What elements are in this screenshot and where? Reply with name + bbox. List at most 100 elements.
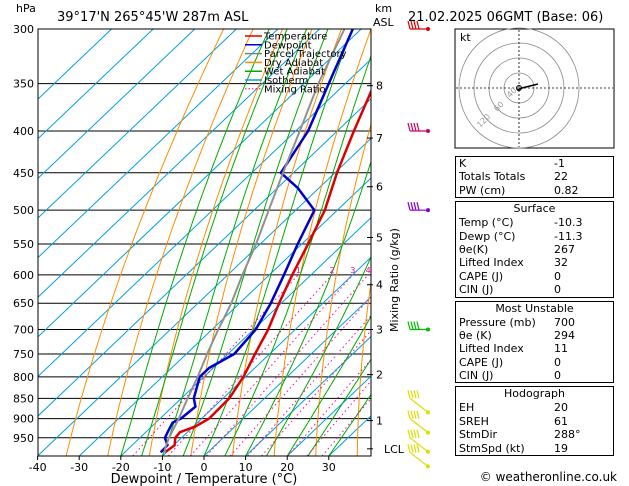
index-row: Lifted Index 32 xyxy=(456,256,613,269)
index-value: 294 xyxy=(554,328,575,342)
mixing-ratio-label: 3 xyxy=(350,266,355,275)
wet-adiabat-line xyxy=(265,255,371,456)
wet-adiabat-line xyxy=(141,29,288,456)
isotherm-line xyxy=(38,58,371,378)
index-value: 22 xyxy=(554,170,568,184)
km-tick-label: 8 xyxy=(376,80,383,93)
index-row: θe(K) 267 xyxy=(456,243,613,256)
asl-label: ASL xyxy=(373,16,395,29)
index-row: StmSpd (kt) 19 xyxy=(456,442,613,455)
index-label: θe(K) xyxy=(459,242,489,256)
mixing-ratio-label: 4 xyxy=(366,266,371,275)
wind-barb xyxy=(407,444,430,469)
isotherm-line xyxy=(38,98,371,417)
most-unstable-title: Most Unstable xyxy=(495,301,574,315)
x-tick-label: 0 xyxy=(201,461,208,474)
series-line-parcel-trajectory xyxy=(163,29,346,453)
wind-barb xyxy=(407,390,430,415)
index-label: Dewp (°C) xyxy=(459,229,516,243)
mixing-ratio-line xyxy=(247,314,371,456)
wet-adiabat-line xyxy=(203,29,353,456)
wind-barb xyxy=(407,321,430,332)
dry-adiabat-line xyxy=(232,29,342,456)
dry-adiabat-line xyxy=(107,29,254,456)
indices-top-box: K -1 Totals Totals 22 PW (cm) 0.82 xyxy=(455,156,614,199)
pressure-tick-label: 550 xyxy=(13,238,34,251)
legend-label: Isotherm xyxy=(264,76,308,87)
pressure-tick-label: 500 xyxy=(13,204,34,217)
index-value: 61 xyxy=(554,414,568,428)
km-tick-label: 1 xyxy=(376,415,383,428)
dry-adiabat-line xyxy=(399,29,460,456)
mixing-ratio-label: 2 xyxy=(329,266,334,275)
hodograph-trace xyxy=(516,83,539,91)
datetime-title: 21.02.2025 06GMT (Base: 06) xyxy=(408,10,603,25)
index-value: 20 xyxy=(554,401,568,415)
isotherm-line xyxy=(38,29,154,140)
legend-label: Wet Adiabat xyxy=(264,67,325,78)
dry-adiabat-line xyxy=(622,29,629,456)
surface-title: Surface xyxy=(513,202,556,216)
dry-adiabat-line xyxy=(65,29,225,456)
index-row: Dewp (°C) -11.3 xyxy=(456,230,613,243)
surface-box: Surface Temp (°C) -10.3 Dewp (°C) -11.3 θe(K… xyxy=(455,201,614,298)
index-value: 0.82 xyxy=(554,183,579,197)
mixing-ratio-line xyxy=(261,329,371,456)
mixing-ratio-line xyxy=(321,397,371,456)
index-label: Pressure (mb) xyxy=(459,315,536,329)
isotherm-line xyxy=(78,177,371,456)
hpa-label: hPa xyxy=(16,2,36,15)
index-label: Temp (°C) xyxy=(459,216,514,230)
index-row: CAPE (J) 0 xyxy=(456,270,613,283)
wet-adiabat-line xyxy=(182,29,329,456)
most-unstable-box: Most Unstable Pressure (mb) 700 θe (K) 294 L… xyxy=(455,300,614,384)
lcl-label: LCL xyxy=(384,443,405,456)
legend-label: Mixing Ratio xyxy=(264,84,326,95)
isotherm-line xyxy=(38,29,237,219)
index-row: Pressure (mb) 700 xyxy=(456,316,613,329)
pressure-tick-label: 400 xyxy=(13,125,34,138)
km-tick-label: 3 xyxy=(376,324,383,337)
pressure-tick-label: 750 xyxy=(13,348,34,361)
index-row: θe (K) 294 xyxy=(456,329,613,342)
isotherm-line xyxy=(38,29,196,179)
pressure-tick-label: 700 xyxy=(13,324,34,337)
mixing-ratio-label: 8 xyxy=(404,266,409,275)
isotherm-line xyxy=(38,29,362,338)
index-value: 0 xyxy=(554,355,561,369)
isotherm-line xyxy=(38,29,279,259)
index-row: CIN (J) 0 xyxy=(456,283,613,296)
index-label: SREH xyxy=(459,414,489,428)
x-tick-label: 20 xyxy=(280,461,294,474)
mixing-ratio-line xyxy=(229,296,371,456)
index-value: 267 xyxy=(554,242,575,256)
x-tick-label: -20 xyxy=(112,461,130,474)
mixing-ratio-line xyxy=(206,274,369,456)
km-label: km xyxy=(375,2,392,15)
index-value: 32 xyxy=(554,256,568,270)
index-row: Totals Totals 22 xyxy=(456,170,613,183)
index-value: 19 xyxy=(554,441,568,455)
isotherm-line xyxy=(38,29,320,298)
hodograph-unit-label: kt xyxy=(460,31,471,44)
index-row: K -1 xyxy=(456,157,613,170)
mixing-ratio-line xyxy=(306,380,371,456)
index-value: 0 xyxy=(554,283,561,297)
legend-label: Parcel Trajectory xyxy=(264,49,347,60)
mixing-ratio-label: 15 xyxy=(440,266,450,275)
isotherm-line xyxy=(203,296,371,456)
index-label: K xyxy=(459,157,467,170)
wet-adiabat-line xyxy=(161,29,308,456)
index-value: 700 xyxy=(554,315,575,329)
index-row: Temp (°C) -10.3 xyxy=(456,216,613,229)
index-label: Totals Totals xyxy=(459,170,526,184)
index-label: θe (K) xyxy=(459,328,492,342)
hodograph-ring xyxy=(458,27,580,149)
wind-barb xyxy=(407,429,430,454)
km-tick-label: 6 xyxy=(376,181,383,194)
x-tick-label: 30 xyxy=(322,461,336,474)
x-axis-title: Dewpoint / Temperature (°C) xyxy=(111,472,298,486)
index-value: 11 xyxy=(554,342,568,356)
